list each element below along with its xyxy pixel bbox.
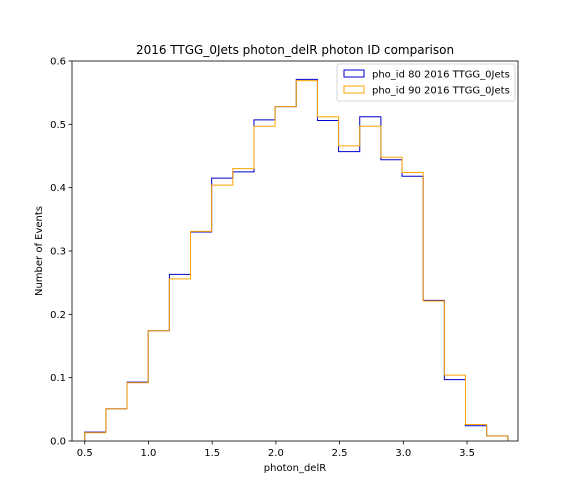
x-axis-ticks: 0.5 1.0 1.5 2.0 2.5 3.0 3.5 [77,441,475,459]
y-axis-label: Number of Events [34,206,45,296]
x-tick-label: 1.5 [204,448,220,459]
legend-label-pho-id-80: pho_id 80 2016 TTGG_0Jets [372,70,510,81]
legend-label-pho-id-90: pho_id 90 2016 TTGG_0Jets [372,86,510,97]
legend-swatch-pho-id-90 [343,85,365,94]
series-layer [84,78,509,441]
legend: pho_id 80 2016 TTGG_0Jets pho_id 90 2016… [336,63,516,102]
x-tick-label: 2.5 [332,448,348,459]
x-tick-label: 1.0 [141,448,157,459]
x-tick-label: 3.5 [459,448,475,459]
y-tick-label: 0.0 [50,437,66,448]
y-tick-label: 0.6 [50,57,66,68]
x-tick-label: 0.5 [77,448,93,459]
y-tick-label: 0.2 [50,310,66,321]
plot-area [72,61,518,441]
x-axis-label: photon_delR [264,463,326,474]
y-tick-label: 0.5 [50,120,66,131]
y-tick-label: 0.4 [50,183,66,194]
histogram-series-1 [84,80,509,441]
x-tick-label: 3.0 [395,448,411,459]
x-tick-label: 2.0 [268,448,284,459]
legend-box [336,63,516,102]
y-axis-ticks: 0.0 0.1 0.2 0.3 0.4 0.5 0.6 [50,57,72,448]
y-tick-label: 0.3 [50,247,66,258]
chart-title: 2016 TTGG_0Jets photon_delR photon ID co… [136,43,454,57]
legend-swatch-pho-id-80 [343,69,365,78]
y-tick-label: 0.1 [50,373,66,384]
